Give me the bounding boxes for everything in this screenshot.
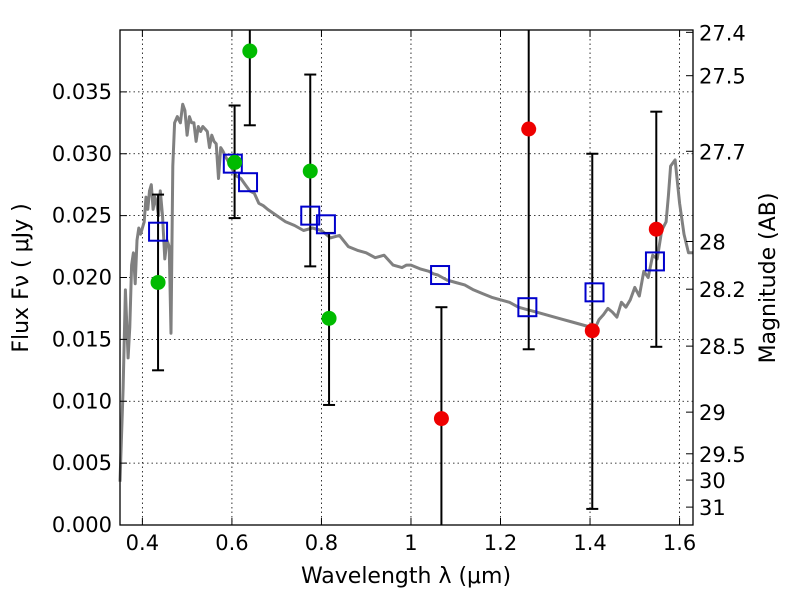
y-tick-label: 0.005 bbox=[52, 451, 112, 475]
y2-tick-label: 31 bbox=[699, 496, 726, 520]
y-tick-label: 0.010 bbox=[52, 389, 112, 413]
tick-layer: 0.4 0.6 0.8 1 1.2 1.4 1.6 0.000 0.005 0.010 0.015 0… bbox=[52, 21, 746, 555]
y-tick-label: 0.030 bbox=[52, 142, 112, 166]
observed-photometry-point bbox=[648, 221, 664, 237]
y-tick-label: 0.015 bbox=[52, 327, 112, 351]
model-sed-curve bbox=[118, 102, 693, 482]
y-tick-label: 0.025 bbox=[52, 204, 112, 228]
observed-photometry-point bbox=[227, 154, 243, 170]
model-photometry-square bbox=[315, 214, 336, 235]
y2-tick-label: 29 bbox=[699, 401, 726, 425]
x-tick-label: 0.4 bbox=[126, 531, 159, 555]
observed-photometry-point bbox=[321, 310, 337, 326]
x-tick-label: 1 bbox=[404, 531, 417, 555]
y-tick-label: 0.000 bbox=[52, 513, 112, 537]
model-sed-layer bbox=[118, 102, 693, 482]
model-photometry-square bbox=[430, 265, 451, 286]
observed-photometry-point bbox=[242, 43, 258, 59]
y-tick-label: 0.020 bbox=[52, 266, 112, 290]
marker-layer bbox=[148, 43, 665, 427]
model-photometry-square bbox=[644, 251, 665, 272]
x-tick-label: 0.8 bbox=[305, 531, 338, 555]
model-photometry-square bbox=[148, 221, 169, 242]
y2-tick-label: 28 bbox=[699, 231, 726, 255]
x-tick-label: 1.4 bbox=[573, 531, 606, 555]
y2-axis-label: Magnitude (AB) bbox=[756, 193, 781, 364]
model-photometry-square bbox=[584, 282, 605, 303]
y-tick-label: 0.035 bbox=[52, 80, 112, 104]
model-photometry-square bbox=[238, 172, 259, 193]
x-axis-label: Wavelength λ (μm) bbox=[301, 564, 511, 589]
model-photometry-square bbox=[517, 297, 538, 318]
observed-photometry-point bbox=[584, 323, 600, 339]
x-tick-label: 1.2 bbox=[484, 531, 517, 555]
y2-tick-label: 30 bbox=[699, 469, 726, 493]
y2-tick-label: 28.5 bbox=[699, 335, 746, 359]
x-tick-label: 0.6 bbox=[215, 531, 248, 555]
observed-photometry-point bbox=[302, 163, 318, 179]
y2-tick-label: 27.5 bbox=[699, 65, 746, 89]
y2-tick-label: 28.2 bbox=[699, 278, 746, 302]
observed-photometry-point bbox=[433, 411, 449, 427]
observed-photometry-point bbox=[521, 121, 537, 137]
observed-photometry-point bbox=[150, 274, 166, 290]
y2-tick-label: 29.5 bbox=[699, 443, 746, 467]
x-tick-label: 1.6 bbox=[663, 531, 696, 555]
y-axis-label: Flux Fν ( μJy ) bbox=[9, 203, 34, 352]
y2-tick-label: 27.7 bbox=[699, 140, 746, 164]
grid-lines bbox=[120, 30, 693, 526]
y2-tick-label: 27.4 bbox=[699, 21, 746, 45]
